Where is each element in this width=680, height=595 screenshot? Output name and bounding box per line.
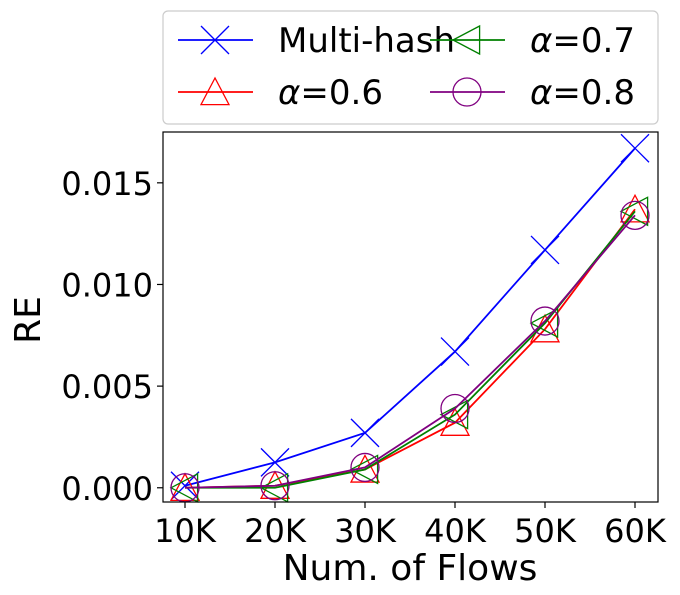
data-point-3-2 (259, 472, 289, 503)
axes-layer: 10K 20K 30K 40K 50K 60K 0.000 0.005 0.010 0.015 (61, 165, 666, 550)
legend-marker (452, 77, 482, 107)
series-line-1 (184, 147, 636, 487)
y-tick-label: 0.010 (61, 266, 153, 304)
y-axis-label: RE (8, 296, 49, 344)
x-tick-label: 60K (604, 512, 667, 550)
legend-label: α=0.6 (278, 73, 383, 113)
legend-entry-2: α=0.6 (178, 73, 383, 113)
legend-label: Multi-hash (278, 21, 455, 61)
data-point-4-5 (530, 306, 560, 336)
x-tick-label: 30K (334, 512, 397, 550)
plot-layer (169, 133, 651, 503)
x-tick-label: 20K (244, 512, 307, 550)
data-point-1-6 (620, 133, 650, 163)
series-line-2 (184, 208, 636, 489)
legend: Multi-hash α=0.6 α=0.7 α=0.8 (162, 10, 659, 125)
data-point-2-4 (439, 407, 471, 436)
legend-label: α=0.7 (530, 21, 635, 61)
data-point-4-2 (260, 471, 290, 501)
series-line-4 (184, 214, 636, 489)
x-tick-label: 40K (424, 512, 487, 550)
data-point-4-4 (440, 393, 470, 424)
legend-label: α=0.8 (530, 73, 635, 113)
x-axis-label: Num. of Flows (283, 548, 538, 589)
legend-marker (200, 25, 230, 55)
legend-frame (162, 10, 659, 125)
data-point-1-5 (530, 235, 560, 265)
legend-marker (199, 76, 231, 106)
data-point-4-3 (350, 452, 380, 483)
data-point-3-5 (529, 308, 559, 339)
data-point-4-6 (620, 200, 650, 231)
legend-entry-3: α=0.7 (430, 21, 635, 61)
data-point-1-1 (170, 471, 200, 501)
data-point-3-6 (619, 196, 649, 227)
y-tick-label: 0.005 (61, 368, 153, 406)
x-tick-label: 10K (154, 512, 217, 550)
plot-frame (162, 131, 659, 503)
data-point-1-2 (260, 447, 290, 477)
data-point-1-4 (440, 337, 470, 367)
data-point-1-3 (350, 418, 380, 448)
y-tick-label: 0.015 (61, 165, 153, 203)
legend-entry-4: α=0.8 (430, 73, 635, 113)
legend-entry-1: Multi-hash (178, 21, 455, 61)
data-point-3-3 (349, 454, 379, 485)
x-tick-label: 50K (514, 512, 577, 550)
data-point-2-6 (619, 193, 651, 223)
legend-marker (451, 24, 481, 56)
y-tick-label: 0.000 (61, 470, 153, 508)
